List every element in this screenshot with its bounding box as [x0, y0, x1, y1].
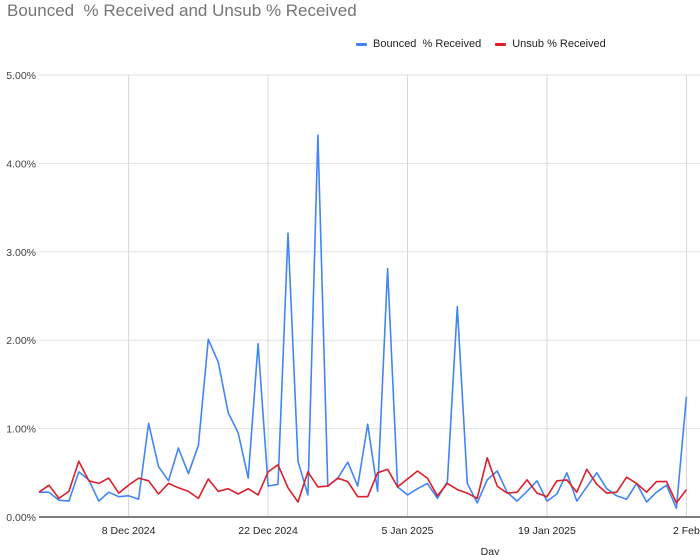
legend: Bounced % Received Unsub % Received	[356, 38, 606, 50]
x-tick-label: 19 Jan 2025	[518, 525, 576, 537]
x-tick-label: 5 Jan 2025	[382, 525, 434, 537]
legend-swatch-bounced	[356, 42, 367, 46]
chart-title: Bounced % Received and Unsub % Received	[7, 1, 357, 20]
y-tick-label: 5.00%	[6, 70, 36, 82]
legend-label-unsub: Unsub % Received	[512, 38, 606, 50]
legend-swatch-unsub	[495, 42, 507, 46]
y-tick-label: 3.00%	[6, 247, 36, 259]
series-line-bounced	[39, 134, 688, 510]
y-tick-label: 0.00%	[6, 512, 36, 524]
axis-ticks: 0.00% 1.00% 2.00% 3.00% 4.00% 5.00% 8 Dec 2024…	[6, 70, 700, 537]
x-axis-label: Day	[481, 546, 500, 555]
y-tick-label: 1.00%	[6, 424, 36, 436]
legend-label-bounced: Bounced % Received	[373, 38, 482, 50]
series-line-unsub	[38, 456, 688, 504]
legend-item-bounced[interactable]: Bounced % Received	[356, 38, 481, 50]
grid	[39, 74, 700, 518]
y-tick-label: 2.00%	[6, 335, 36, 347]
x-tick-label: 8 Dec 2024	[102, 525, 156, 537]
y-tick-label: 4.00%	[6, 158, 36, 170]
legend-item-unsub[interactable]: Unsub % Received	[495, 38, 606, 50]
x-tick-label: 2 Feb	[673, 525, 700, 537]
series-lines	[38, 134, 688, 510]
x-tick-label: 22 Dec 2024	[238, 525, 298, 537]
